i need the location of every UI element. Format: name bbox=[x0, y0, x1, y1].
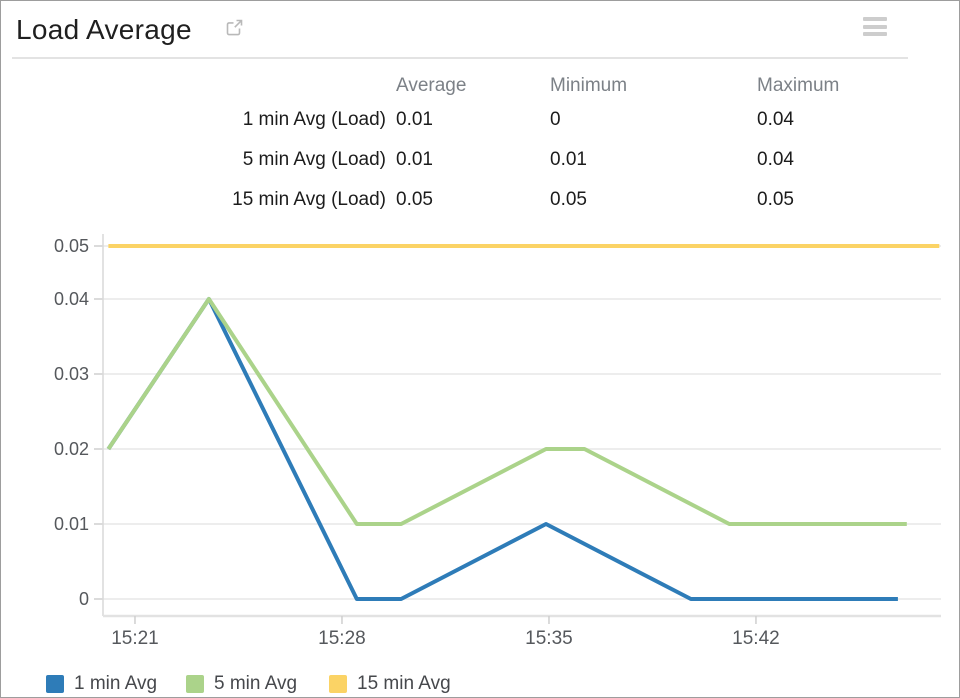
row-maximum: 0.05 bbox=[757, 189, 794, 210]
menu-bar bbox=[863, 24, 887, 29]
row-label: 5 min Avg (Load) bbox=[242, 149, 386, 170]
stats-table: Average Minimum Maximum 1 min Avg (Load)… bbox=[1, 72, 959, 220]
row-average: 0.01 bbox=[396, 109, 433, 130]
legend-label: 15 min Avg bbox=[357, 673, 451, 694]
hamburger-menu-icon[interactable] bbox=[863, 17, 887, 36]
y-axis-label: 0.02 bbox=[53, 439, 89, 459]
row-maximum: 0.04 bbox=[757, 149, 794, 170]
row-label: 15 min Avg (Load) bbox=[232, 189, 386, 210]
chart-legend: 1 min Avg 5 min Avg 15 min Avg bbox=[46, 673, 946, 695]
series-line-1-min-avg bbox=[106, 297, 898, 601]
y-axis-label: 0.03 bbox=[53, 364, 89, 384]
column-header-maximum: Maximum bbox=[757, 75, 840, 96]
series-line-5-min-avg bbox=[106, 297, 907, 526]
x-axis-label: 15:21 bbox=[111, 628, 159, 649]
y-axis-label: 0.04 bbox=[53, 289, 89, 309]
row-label: 1 min Avg (Load) bbox=[242, 109, 386, 130]
row-maximum: 0.04 bbox=[757, 109, 794, 130]
table-row: 1 min Avg (Load) 0.01 0 0.04 bbox=[1, 100, 959, 140]
row-minimum: 0.05 bbox=[550, 189, 587, 210]
table-header-row: Average Minimum Maximum bbox=[1, 72, 959, 100]
legend-swatch bbox=[329, 675, 347, 693]
menu-bar bbox=[863, 17, 887, 21]
legend-item-15-min-avg[interactable]: 15 min Avg bbox=[329, 673, 451, 695]
legend-label: 5 min Avg bbox=[214, 673, 298, 694]
row-average: 0.01 bbox=[396, 149, 433, 170]
table-row: 5 min Avg (Load) 0.01 0.01 0.04 bbox=[1, 140, 959, 180]
x-axis-label: 15:35 bbox=[525, 628, 573, 649]
table-row: 15 min Avg (Load) 0.05 0.05 0.05 bbox=[1, 180, 959, 220]
legend-label: 1 min Avg bbox=[74, 673, 158, 694]
header-divider bbox=[12, 57, 908, 59]
row-minimum: 0.01 bbox=[550, 149, 587, 170]
row-average: 0.05 bbox=[396, 189, 433, 210]
y-axis-label: 0 bbox=[78, 589, 89, 609]
page-title: Load Average bbox=[16, 14, 192, 45]
legend-item-5-min-avg[interactable]: 5 min Avg bbox=[186, 673, 297, 695]
legend-swatch bbox=[46, 675, 64, 693]
column-header-average: Average bbox=[396, 75, 467, 96]
legend-item-1-min-avg[interactable]: 1 min Avg bbox=[46, 673, 157, 695]
external-link-icon[interactable] bbox=[225, 18, 244, 37]
row-minimum: 0 bbox=[550, 109, 561, 130]
legend-swatch bbox=[186, 675, 204, 693]
y-axis-label: 0.05 bbox=[53, 236, 89, 256]
x-axis-label: 15:28 bbox=[318, 628, 366, 649]
menu-bar bbox=[863, 32, 887, 36]
x-axis-label: 15:42 bbox=[732, 628, 780, 649]
y-axis-label: 0.01 bbox=[53, 514, 89, 534]
column-header-minimum: Minimum bbox=[550, 75, 628, 96]
